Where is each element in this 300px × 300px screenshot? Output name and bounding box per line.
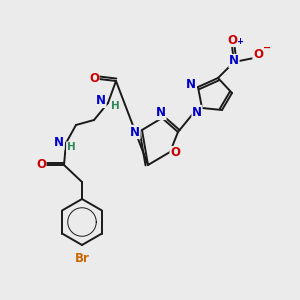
Text: N: N [229, 55, 239, 68]
Text: N: N [54, 136, 64, 149]
Text: N: N [192, 106, 202, 118]
Text: O: O [170, 146, 180, 160]
Text: O: O [227, 34, 237, 46]
Text: N: N [96, 94, 106, 107]
Text: H: H [67, 142, 75, 152]
Text: N: N [186, 79, 196, 92]
Text: Br: Br [75, 251, 89, 265]
Text: N: N [130, 125, 140, 139]
Text: O: O [89, 73, 99, 85]
Text: O: O [36, 158, 46, 172]
Text: H: H [111, 101, 119, 111]
Text: O: O [253, 49, 263, 62]
Text: −: − [263, 43, 271, 53]
Text: +: + [236, 38, 244, 46]
Text: N: N [156, 106, 166, 119]
